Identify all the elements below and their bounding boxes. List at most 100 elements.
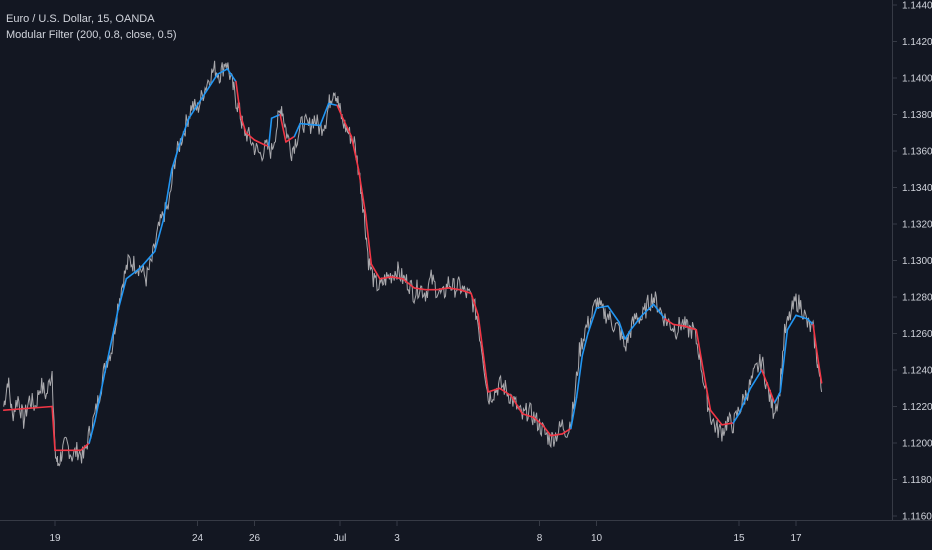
filter-segment <box>760 369 769 386</box>
filter-segment <box>816 354 823 384</box>
filter-segment <box>738 387 752 415</box>
filter-segment <box>216 68 229 76</box>
filter-segment <box>390 276 404 280</box>
filter-segment <box>806 318 814 326</box>
filter-segment <box>795 314 809 320</box>
filter-segment <box>102 350 110 380</box>
filter-segment <box>458 288 472 295</box>
price-tick-label: 1.14400 <box>902 1 932 12</box>
filter-segment <box>336 104 344 119</box>
time-tick-label: 3 <box>394 533 400 544</box>
filter-segment <box>379 276 393 280</box>
filter-segment <box>709 409 723 426</box>
filter-segment <box>541 423 552 437</box>
filter-segment <box>779 328 789 393</box>
filter-segment <box>319 102 330 127</box>
filter-segment <box>116 277 128 313</box>
filter-segment <box>695 328 706 380</box>
filter-segment <box>226 68 237 83</box>
price-tick-label: 1.13800 <box>902 110 932 121</box>
filter-segment <box>652 303 666 320</box>
filter-segment <box>94 378 105 422</box>
time-tick-label: 10 <box>591 533 603 544</box>
indicator-label[interactable]: Modular Filter (200, 0.8, close, 0.5) <box>6 29 177 41</box>
filter-segment <box>357 168 367 216</box>
filter-segment <box>341 117 353 138</box>
filter-segment <box>270 113 281 119</box>
filter-segment <box>162 168 173 222</box>
plot-area[interactable] <box>2 60 823 467</box>
price-tick-label: 1.13200 <box>902 220 932 231</box>
time-tick-label: Jul <box>334 533 347 544</box>
time-tick-label: 8 <box>537 533 543 544</box>
price-tick-label: 1.12600 <box>902 329 932 340</box>
filter-segment <box>766 383 776 404</box>
filter-segment <box>51 405 56 452</box>
price-tick-label: 1.12200 <box>902 402 932 413</box>
filter-segment <box>370 263 381 280</box>
price-tick-label: 1.14000 <box>902 74 932 85</box>
price-tick-label: 1.12800 <box>902 293 932 304</box>
filter-segment <box>812 323 819 357</box>
filter-segment <box>279 113 287 143</box>
filter-segment <box>202 73 219 97</box>
filter-segment <box>139 250 156 269</box>
filter-segment <box>447 287 461 291</box>
price-series-line <box>3 60 823 467</box>
filter-segment <box>570 396 578 430</box>
time-tick-label: 19 <box>49 533 61 544</box>
filter-segment <box>108 310 119 353</box>
filter-segment <box>641 303 655 317</box>
filter-segment <box>239 113 247 134</box>
filter-segment <box>773 391 782 404</box>
filter-segment <box>732 412 740 424</box>
filter-segment <box>154 219 165 253</box>
filter-segment <box>595 305 609 309</box>
filter-segment <box>350 135 360 170</box>
price-axis[interactable]: 1.11600 1.11800 1.12000 1.12200 1.12400 1.126… <box>892 0 932 523</box>
filter-segment <box>401 277 415 289</box>
filter-segment <box>2 405 53 412</box>
filter-segment <box>672 323 686 328</box>
filter-segment <box>364 214 373 266</box>
symbol-title[interactable]: Euro / U.S. Dollar, 15, OANDA <box>6 13 155 25</box>
filter-segment <box>487 387 501 393</box>
price-tick-label: 1.13400 <box>902 183 932 194</box>
filter-segment <box>521 412 535 419</box>
filter-segment <box>413 287 427 291</box>
filter-segment <box>721 422 735 426</box>
filter-segment <box>477 314 484 349</box>
filter-segment <box>684 325 698 331</box>
filter-segment <box>607 305 621 324</box>
filter-segment <box>285 135 296 143</box>
price-tick-label: 1.12400 <box>902 366 932 377</box>
filter-segment <box>618 321 626 340</box>
filter-segment <box>253 139 267 147</box>
filter-segment <box>171 141 182 170</box>
filter-segment <box>267 117 273 147</box>
filter-segment <box>179 117 190 143</box>
filter-segment <box>664 318 675 326</box>
price-tick-label: 1.13000 <box>902 256 932 267</box>
filter-segment <box>125 266 142 280</box>
filter-segment <box>587 307 598 335</box>
time-tick-label: 15 <box>733 533 745 544</box>
price-tick-label: 1.13600 <box>902 147 932 158</box>
filter-segment <box>532 416 544 426</box>
filter-segment <box>293 122 301 138</box>
filter-segment <box>327 102 339 107</box>
time-axis[interactable]: 192426Jul38101517222426 <box>0 520 932 545</box>
filter-segment <box>749 369 763 390</box>
filter-segment <box>575 354 584 399</box>
filter-segment <box>79 442 90 452</box>
filter-segment <box>470 292 480 317</box>
filter-segment <box>703 378 712 412</box>
time-tick-label: 26 <box>249 533 261 544</box>
filter-segment <box>481 347 490 393</box>
filter-segment <box>624 328 632 340</box>
price-tick-label: 1.12000 <box>902 439 932 450</box>
chart-legend: Euro / U.S. Dollar, 15, OANDA Modular Fi… <box>6 11 177 43</box>
filter-segment <box>299 122 321 127</box>
